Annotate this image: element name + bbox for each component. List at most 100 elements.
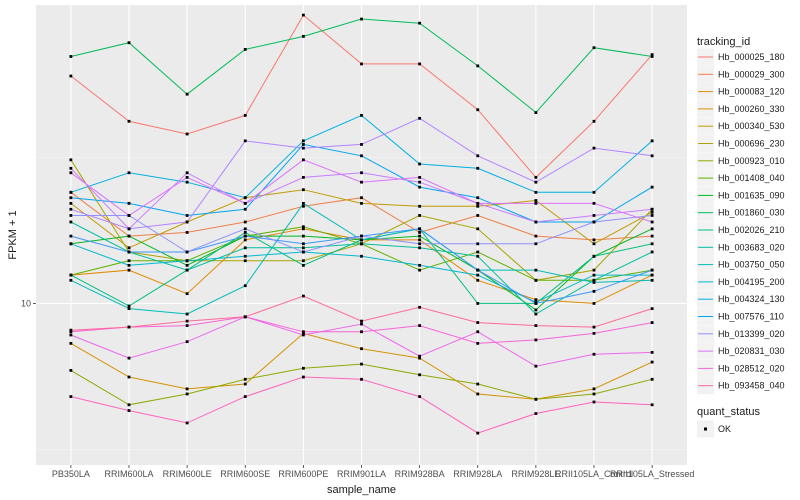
legend-label: Hb_002026_210 (718, 225, 785, 235)
data-point (185, 421, 189, 425)
legend-label: Hb_004195_200 (718, 277, 785, 287)
data-point (650, 207, 654, 211)
data-point (592, 289, 596, 293)
data-point (418, 21, 422, 25)
data-point (418, 214, 422, 217)
data-point (127, 250, 131, 254)
data-point (592, 242, 596, 246)
data-point (127, 356, 131, 360)
data-point (418, 373, 422, 377)
data-point (127, 263, 131, 267)
data-point (243, 246, 247, 250)
data-point (69, 234, 73, 238)
x-axis: PB350LA RRIM600LA RRIM600LE RRIM600SE RRIM60… (52, 465, 695, 479)
legend-label: Hb_003750_050 (718, 260, 785, 270)
data-point (418, 180, 422, 184)
data-point (69, 207, 73, 211)
data-point (418, 395, 422, 398)
data-point (301, 204, 305, 208)
data-point (360, 238, 363, 242)
data-point (476, 196, 480, 200)
data-point (476, 242, 480, 246)
data-point (650, 268, 654, 272)
data-point (592, 190, 596, 194)
data-point (592, 238, 596, 242)
data-point (243, 315, 247, 319)
data-point (418, 227, 422, 231)
data-point (360, 234, 363, 238)
legend-shape-items: OK (697, 420, 731, 438)
data-point (650, 403, 654, 407)
data-point (360, 113, 363, 117)
data-point (476, 341, 480, 345)
data-point (476, 278, 480, 282)
data-point (476, 330, 480, 334)
data-point (592, 268, 596, 272)
data-point (185, 250, 189, 254)
data-point (301, 375, 305, 379)
legend-label: Hb_028512_020 (718, 363, 785, 373)
data-point (418, 354, 422, 358)
data-point (650, 210, 654, 214)
data-point (476, 166, 480, 170)
data-point (650, 53, 654, 57)
data-point (360, 362, 363, 366)
data-point (476, 250, 480, 254)
data-point (650, 360, 654, 364)
data-point (650, 214, 654, 217)
data-point (476, 268, 480, 272)
legend-label: Hb_093458_040 (718, 381, 785, 391)
data-point (650, 139, 654, 143)
x-tick-label: RRIM928LE (511, 469, 560, 479)
data-point (476, 154, 480, 158)
data-point (301, 330, 305, 334)
data-point (127, 409, 131, 412)
data-point (650, 321, 654, 324)
data-point (476, 201, 480, 205)
data-point (418, 185, 422, 189)
data-point (69, 166, 73, 170)
data-point (418, 263, 422, 267)
data-point (650, 234, 654, 238)
data-point (360, 62, 363, 66)
legend-label: Hb_007576_110 (718, 312, 784, 322)
data-point (301, 246, 305, 250)
data-point (301, 242, 305, 246)
data-point (185, 392, 189, 396)
data-point (69, 171, 73, 175)
data-point (301, 146, 305, 150)
legend-label: Hb_001860_030 (718, 208, 785, 218)
data-point (476, 204, 480, 208)
data-point (650, 154, 654, 158)
data-point (69, 273, 73, 277)
data-point (418, 162, 422, 166)
data-point (534, 308, 538, 312)
data-point (69, 220, 73, 224)
data-point (418, 242, 422, 246)
x-tick-label: RRII105LA_Stressed (610, 469, 695, 479)
data-point (243, 395, 247, 398)
data-point (650, 250, 654, 254)
data-point (301, 331, 305, 335)
data-point (650, 242, 654, 246)
data-point (360, 377, 363, 381)
data-point (476, 227, 480, 231)
data-point (127, 268, 131, 272)
data-point (476, 254, 480, 258)
data-point (301, 188, 305, 192)
data-point (476, 273, 480, 277)
data-point (360, 322, 363, 326)
data-point (127, 325, 131, 329)
data-point (301, 34, 305, 38)
data-point (418, 305, 422, 309)
data-point (69, 190, 73, 194)
legend-label: Hb_013399_020 (718, 329, 785, 339)
data-point (301, 294, 305, 298)
data-point (243, 113, 247, 117)
data-point (127, 119, 131, 123)
data-point (534, 234, 538, 238)
data-point (69, 55, 73, 58)
data-point (243, 196, 247, 200)
data-point (418, 356, 422, 360)
data-point (185, 220, 189, 224)
